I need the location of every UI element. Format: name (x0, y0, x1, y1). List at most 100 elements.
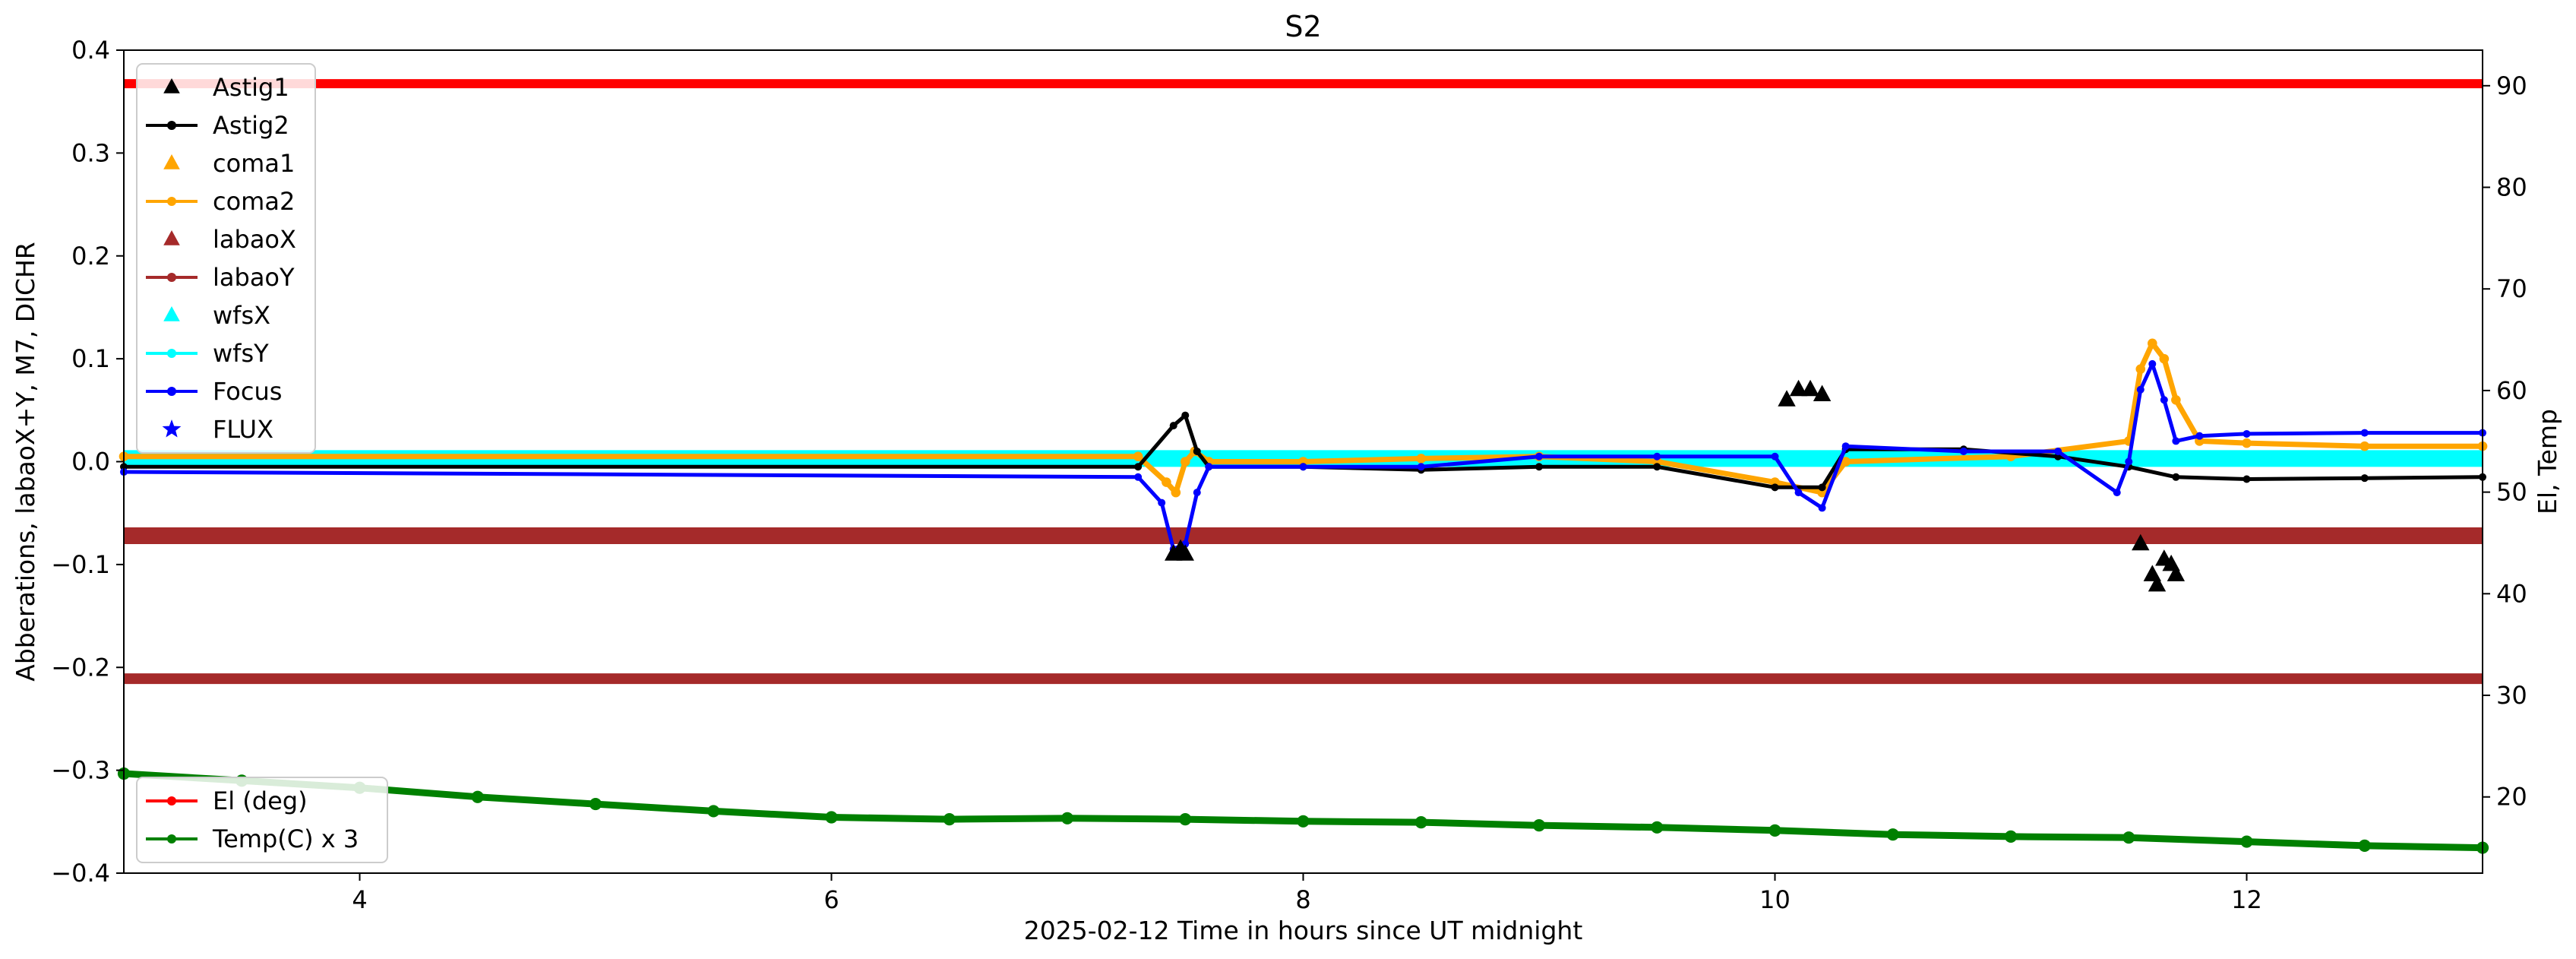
series-point-coma2 (1162, 477, 1171, 487)
series-point-temp-c-x-3 (1532, 819, 1546, 832)
x-axis-label: 2025-02-12 Time in hours since UT midnig… (1024, 916, 1583, 945)
series-point-temp-c-x-3 (471, 790, 484, 803)
series-point-temp-c-x-3 (1414, 816, 1427, 829)
legend-item-wfsy: wfsY (146, 339, 269, 368)
series-point-astig2 (1535, 463, 1543, 471)
y-tick-label: 0.3 (71, 138, 110, 167)
legend-label: labaoY (213, 263, 295, 292)
series-point-focus (2054, 447, 2062, 455)
legend-label: Astig1 (213, 73, 289, 102)
axes: 4 6 8 10 12 −0.4 −0.3 −0.2 −0.1 0.0 0.1 0.2 0.3 0.4 20… (51, 36, 2527, 914)
series-point-focus (2125, 457, 2133, 466)
series-point-focus (1299, 463, 1307, 471)
series-point-temp-c-x-3 (825, 811, 838, 824)
legend-dot-marker (167, 349, 176, 358)
series-point-coma2 (1180, 457, 1190, 467)
series-point-temp-c-x-3 (2122, 831, 2135, 844)
series-point-coma2 (2159, 353, 2170, 364)
series-point-temp-c-x-3 (589, 797, 602, 811)
series-point-astig2 (1771, 483, 1779, 492)
series-point-focus (1193, 489, 1201, 497)
legend-lower-left: El (deg) Temp(C) x 3 (136, 777, 388, 863)
series-point-astig2 (1653, 463, 1661, 471)
series-point-focus (1158, 498, 1166, 507)
series-point-focus (2172, 437, 2180, 445)
legend-label: wfsY (213, 339, 269, 368)
series-point-focus (1818, 504, 1826, 512)
series-point-coma2 (2135, 364, 2146, 374)
legend-dot-marker (167, 834, 176, 843)
series-point-focus (2113, 489, 2121, 497)
series-point-focus (2136, 385, 2145, 394)
x-tick-label: 12 (2231, 885, 2262, 914)
series-point-focus (2148, 359, 2157, 368)
y-tick-label: −0.2 (51, 653, 110, 682)
series-point-astig1 (1801, 379, 1819, 397)
series-point-temp-c-x-3 (943, 813, 956, 826)
legend-dot-marker (167, 121, 176, 130)
legend-star-marker (162, 419, 182, 438)
legend-item-wfsx: wfsX (163, 301, 270, 330)
x-tick-label: 6 (823, 885, 839, 914)
series-point-coma2 (1133, 451, 1143, 462)
series-point-temp-c-x-3 (1297, 815, 1310, 828)
series-point-focus (1771, 452, 1779, 461)
series-point-focus (2195, 432, 2204, 440)
legend-item-temp-c-x-3: Temp(C) x 3 (146, 824, 359, 853)
series-point-focus (1841, 442, 1850, 451)
series-point-astig1 (2148, 574, 2167, 592)
legend-box (136, 63, 316, 454)
series-point-focus (1134, 473, 1143, 481)
series-point-temp-c-x-3 (707, 805, 720, 818)
series-point-astig1 (1789, 379, 1808, 397)
x-tick-label: 4 (352, 885, 367, 914)
legend-item-focus: Focus (146, 377, 282, 406)
legend-item-flux: FLUX (162, 415, 273, 444)
y-right-tick-label: 40 (2496, 579, 2527, 608)
y-right-tick-label: 80 (2496, 173, 2527, 202)
series-point-focus (1417, 463, 1425, 471)
y-tick-label: −0.1 (51, 550, 110, 579)
legend-item-coma2: coma2 (146, 187, 295, 216)
legend-label: FLUX (213, 415, 273, 444)
series-astig2 (120, 411, 2486, 492)
series-point-coma2 (1416, 454, 1427, 464)
y-tick-label: 0.0 (71, 448, 110, 476)
legend-item-labaox: labaoX (163, 225, 296, 254)
y-tick-label: 0.1 (71, 344, 110, 373)
legend-label: wfsX (213, 301, 270, 330)
x-tick-label: 8 (1295, 885, 1310, 914)
series-point-focus (2160, 396, 2168, 404)
legend-dot-marker (167, 796, 176, 805)
series-point-focus (2360, 429, 2369, 437)
y-tick-label: −0.3 (51, 756, 110, 785)
legend-label: labaoX (213, 225, 296, 254)
y-right-tick-label: 30 (2496, 681, 2527, 710)
y-tick-label: 0.2 (71, 242, 110, 271)
legend-dot-marker (167, 197, 176, 206)
series-point-coma2 (2359, 441, 2370, 451)
legend-item-labaoy: labaoY (146, 263, 295, 292)
legend-label: Astig2 (213, 111, 289, 140)
legend-box (136, 777, 388, 863)
legend-item-coma1: coma1 (163, 149, 295, 178)
legend-upper-left: Astig1 Astig2 coma1 coma2 labaoX labaoY wfsX wf… (136, 63, 316, 454)
series-point-astig2 (1181, 411, 1190, 419)
legend-triangle-marker (163, 230, 180, 245)
legend-item-el-deg: El (deg) (146, 787, 308, 815)
series-point-focus (1653, 452, 1661, 461)
series-temp-c-x-3 (117, 767, 2489, 854)
legend-label: Temp(C) x 3 (212, 824, 359, 853)
x-tick-label: 10 (1759, 885, 1791, 914)
plot-area (117, 79, 2489, 854)
series-point-focus (1535, 452, 1543, 461)
series-point-astig1 (1176, 544, 1194, 561)
series-point-coma2 (2148, 338, 2157, 349)
y-axis-label-right: El, Temp (2533, 409, 2562, 514)
series-line-astig2 (124, 413, 2483, 489)
y-tick-label: 0.4 (71, 36, 110, 65)
series-point-astig2 (2243, 475, 2251, 483)
series-point-focus (1959, 447, 1968, 455)
y-right-tick-label: 70 (2496, 274, 2527, 303)
series-point-coma2 (2242, 438, 2252, 448)
